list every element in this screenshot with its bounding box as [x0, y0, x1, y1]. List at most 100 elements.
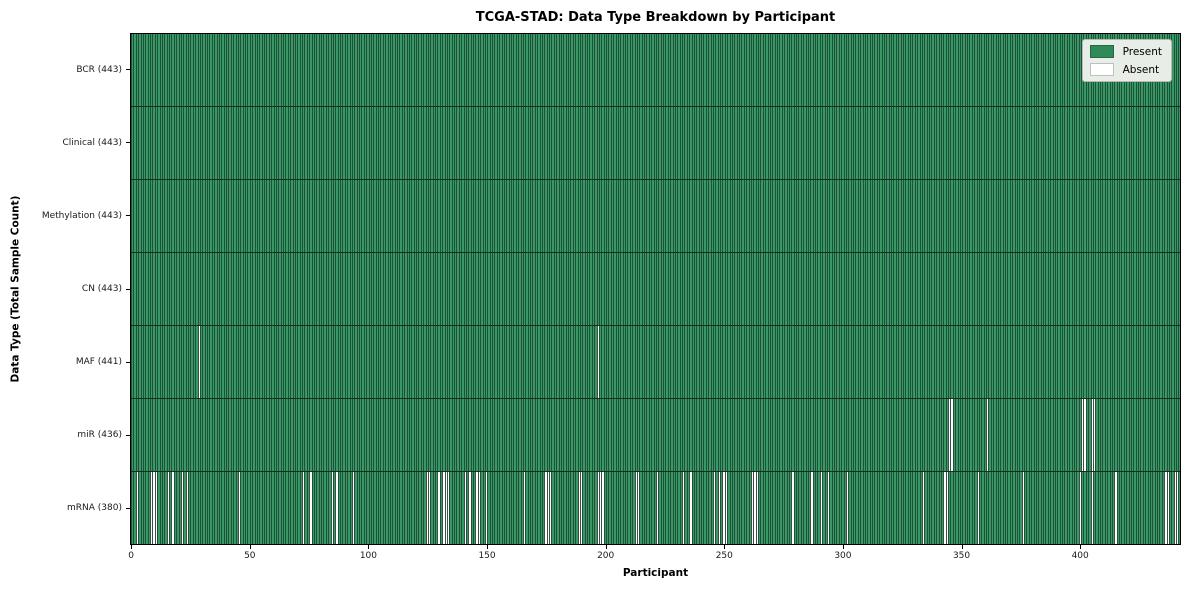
heatmap-cell-present	[287, 253, 291, 325]
heatmap-cell-present	[1016, 399, 1020, 471]
heatmap-cell-present	[860, 472, 863, 544]
heatmap-cell-present	[361, 180, 364, 252]
heatmap-cell-present	[995, 472, 998, 544]
heatmap-cell-present	[1157, 180, 1160, 252]
heatmap-cell-present	[758, 326, 761, 398]
heatmap-cell-present	[525, 180, 528, 252]
heatmap-cell-present	[1031, 180, 1034, 252]
heatmap-cell-present	[427, 326, 431, 398]
heatmap-cell-present	[1050, 107, 1053, 179]
heatmap-cell-present	[506, 399, 509, 471]
heatmap-cell-present	[154, 107, 158, 179]
heatmap-cell-present	[458, 399, 462, 471]
heatmap-cell-present	[456, 326, 459, 398]
heatmap-cell-present	[598, 180, 602, 252]
heatmap-cell-present	[572, 472, 576, 544]
heatmap-cell-present	[214, 107, 217, 179]
heatmap-cell-present	[1123, 253, 1127, 325]
heatmap-cell-present	[558, 180, 561, 252]
heatmap-cell-present	[323, 34, 326, 106]
heatmap-cell-present	[886, 326, 889, 398]
heatmap-cell-present	[530, 399, 533, 471]
heatmap-cell-present	[779, 180, 782, 252]
heatmap-cell-present	[553, 180, 557, 252]
heatmap-cell-present	[727, 253, 730, 325]
heatmap-cell-present	[563, 253, 566, 325]
heatmap-cell-present	[815, 253, 818, 325]
heatmap-cell-present	[824, 107, 827, 179]
heatmap-cell-present	[632, 107, 635, 179]
heatmap-cell-present	[1026, 253, 1029, 325]
heatmap-cell-present	[803, 180, 806, 252]
heatmap-cell-present	[838, 180, 842, 252]
heatmap-cell-present	[275, 107, 279, 179]
heatmap-cell-present	[667, 326, 671, 398]
heatmap-cell-present	[872, 472, 875, 544]
heatmap-cell-present	[893, 253, 896, 325]
heatmap-cell-present	[152, 399, 155, 471]
heatmap-cell-present	[931, 107, 934, 179]
heatmap-cell-present	[876, 399, 880, 471]
heatmap-cell-present	[829, 180, 832, 252]
heatmap-cell-present	[1069, 34, 1072, 106]
heatmap-cell-present	[736, 107, 739, 179]
heatmap-cell-absent	[309, 472, 312, 544]
heatmap-cell-present	[672, 472, 675, 544]
heatmap-cell-present	[520, 107, 523, 179]
heatmap-cell-present	[1062, 107, 1065, 179]
heatmap-cell-present	[138, 34, 141, 106]
heatmap-cell-present	[142, 399, 146, 471]
heatmap-cell-present	[769, 34, 773, 106]
heatmap-cell-present	[952, 326, 956, 398]
heatmap-cell-present	[826, 34, 830, 106]
heatmap-cell-present	[188, 472, 191, 544]
heatmap-cell-present	[306, 472, 310, 544]
heatmap-cell-present	[477, 107, 481, 179]
heatmap-cell-present	[226, 472, 229, 544]
heatmap-cell-present	[546, 180, 549, 252]
heatmap-cell-present	[1050, 34, 1053, 106]
heatmap-cell-present	[537, 107, 540, 179]
heatmap-cell-present	[1057, 107, 1060, 179]
heatmap-cell-absent	[446, 472, 450, 544]
heatmap-cell-present	[373, 34, 376, 106]
heatmap-cell-present	[302, 399, 305, 471]
heatmap-cell-present	[180, 253, 184, 325]
heatmap-cell-present	[902, 253, 906, 325]
heatmap-cell-present	[454, 107, 457, 179]
heatmap-cell-present	[1145, 253, 1148, 325]
heatmap-cell-present	[330, 107, 333, 179]
heatmap-cell-present	[418, 399, 421, 471]
heatmap-cell-absent	[1090, 399, 1093, 471]
heatmap-cell-present	[881, 107, 884, 179]
heatmap-cell-present	[1000, 34, 1003, 106]
heatmap-cell-present	[1033, 253, 1036, 325]
heatmap-cell-present	[883, 399, 887, 471]
heatmap-cell-present	[879, 180, 882, 252]
heatmap-cell-present	[1097, 107, 1100, 179]
heatmap-cell-present	[765, 253, 768, 325]
heatmap-cell-present	[335, 180, 338, 252]
heatmap-cell-present	[803, 34, 806, 106]
heatmap-cell-present	[359, 472, 362, 544]
heatmap-cell-present	[161, 107, 165, 179]
heatmap-cell-present	[537, 472, 540, 544]
heatmap-cell-present	[729, 399, 732, 471]
heatmap-cell-present	[325, 253, 329, 325]
heatmap-cell-present	[622, 399, 625, 471]
heatmap-cell-present	[698, 472, 701, 544]
heatmap-cell-present	[423, 472, 426, 544]
heatmap-cell-present	[938, 472, 941, 544]
heatmap-cell-present	[1009, 107, 1013, 179]
heatmap-cell-present	[475, 399, 478, 471]
heatmap-cell-present	[1114, 399, 1117, 471]
heatmap-cell-present	[418, 326, 421, 398]
y-tick-label: CN (443)	[81, 284, 122, 294]
heatmap-cell-present	[693, 107, 697, 179]
heatmap-cell-present	[615, 399, 618, 471]
heatmap-cell-present	[805, 472, 808, 544]
heatmap-cell-present	[570, 326, 573, 398]
heatmap-cell-present	[541, 107, 545, 179]
heatmap-cell-present	[382, 180, 386, 252]
heatmap-cell-present	[437, 180, 440, 252]
